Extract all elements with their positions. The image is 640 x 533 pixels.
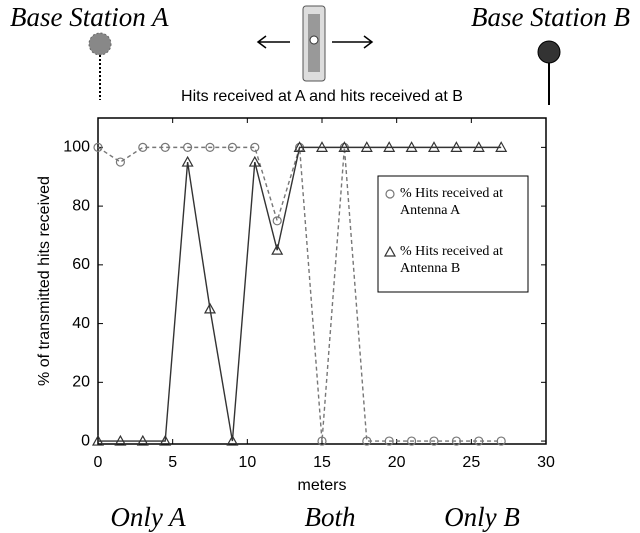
marker — [360, 141, 373, 152]
marker — [495, 141, 508, 152]
chart-title: Hits received at A and hits received at … — [181, 88, 463, 105]
x-tick-label: 20 — [388, 454, 406, 471]
marker — [315, 141, 329, 152]
marker — [159, 434, 172, 446]
marker — [181, 155, 194, 167]
x-tick-label: 30 — [537, 454, 555, 471]
legend-frame — [377, 175, 529, 293]
marker — [496, 436, 506, 446]
station-b-icon — [537, 40, 561, 64]
marker — [93, 142, 103, 152]
x-tick-label: 0 — [94, 454, 103, 471]
legend-label: % Hits received at Antenna A — [400, 186, 504, 218]
marker — [183, 142, 193, 152]
legend-label: % Hits received at Antenna B — [400, 244, 504, 276]
marker — [317, 436, 327, 446]
marker — [451, 436, 461, 446]
marker — [114, 434, 127, 446]
marker — [407, 436, 417, 446]
arrow-left — [256, 35, 290, 49]
station-a-label: Base Station A — [10, 2, 169, 32]
marker — [472, 141, 485, 152]
marker — [429, 436, 439, 446]
marker — [91, 434, 105, 446]
marker — [271, 243, 284, 255]
marker — [115, 157, 126, 167]
station-a-icon — [88, 32, 112, 56]
zone-label: Only B — [444, 502, 520, 532]
marker — [450, 141, 463, 152]
device-dial — [309, 35, 319, 45]
zone-label: Only A — [110, 502, 186, 532]
arrow-right — [332, 35, 374, 49]
marker — [474, 436, 484, 446]
zone-label: Both — [305, 502, 356, 532]
marker — [136, 434, 149, 446]
legend-marker — [385, 189, 395, 199]
y-tick-label: 80 — [72, 197, 90, 214]
marker — [384, 436, 394, 446]
x-tick-label: 10 — [238, 454, 256, 471]
marker — [427, 141, 441, 152]
marker — [338, 141, 351, 152]
x-axis-label: meters — [298, 477, 347, 494]
x-tick-label: 15 — [313, 454, 331, 471]
marker — [160, 142, 170, 152]
marker — [205, 142, 215, 152]
marker — [203, 302, 217, 314]
y-tick-label: 60 — [72, 256, 90, 273]
marker — [226, 434, 239, 446]
marker — [138, 142, 148, 152]
y-tick-label: 40 — [72, 315, 90, 332]
marker — [248, 155, 261, 167]
series-line — [97, 146, 502, 442]
y-tick-label: 20 — [72, 374, 90, 391]
series-line — [98, 146, 502, 442]
y-tick-label: 0 — [81, 432, 90, 449]
marker — [293, 141, 306, 152]
marker — [272, 216, 282, 226]
marker — [383, 141, 396, 152]
station-b-label: Base Station B — [471, 2, 630, 32]
x-tick-label: 25 — [462, 454, 480, 471]
y-tick-label: 100 — [63, 139, 90, 156]
marker — [362, 436, 372, 446]
marker — [405, 141, 418, 152]
x-tick-label: 5 — [168, 454, 177, 471]
y-axis-label: % of transmitted hits received — [36, 176, 53, 386]
marker — [227, 142, 237, 152]
legend-marker — [383, 245, 397, 257]
marker — [250, 142, 260, 152]
